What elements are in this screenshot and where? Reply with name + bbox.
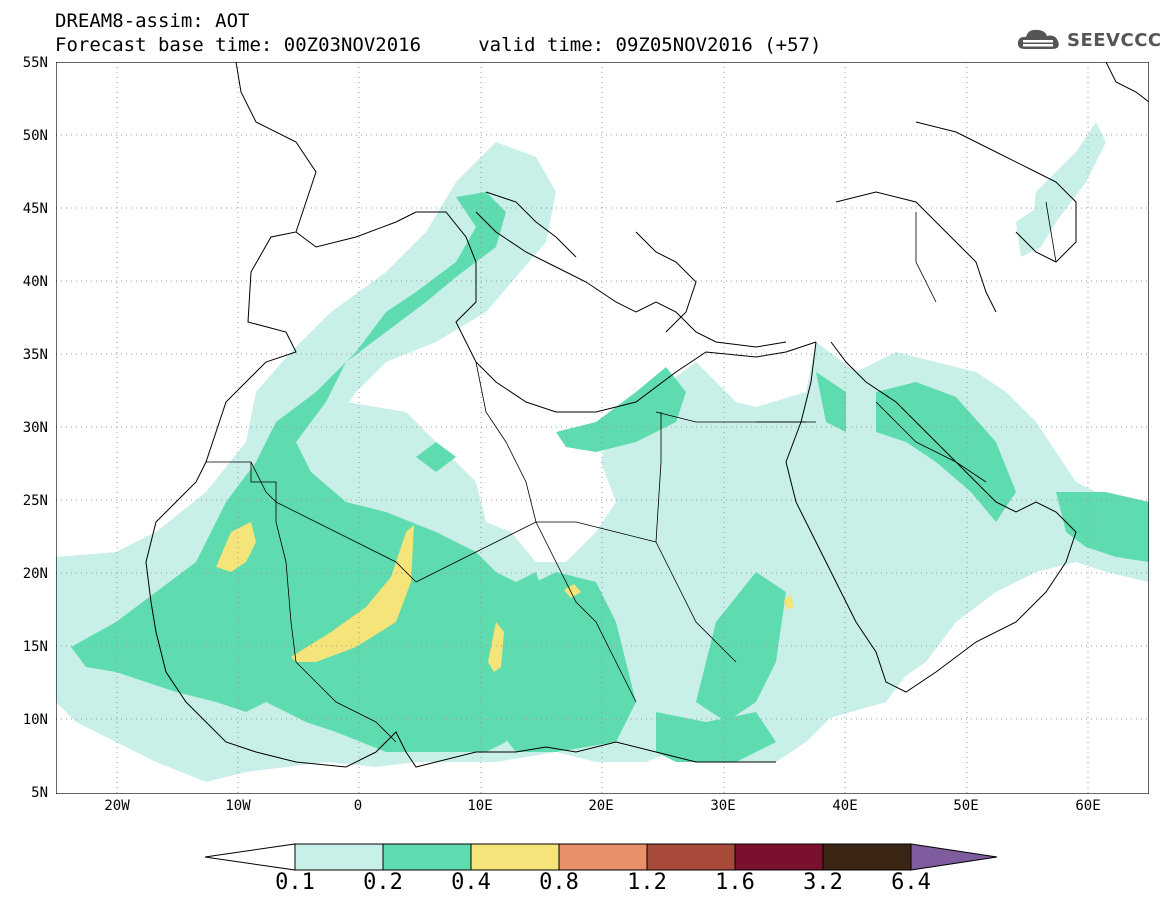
- lon-label: 30E: [710, 798, 736, 814]
- lon-label: 20E: [588, 798, 614, 814]
- colorbar-low-arrow: [205, 843, 296, 871]
- lon-label: 40E: [832, 798, 858, 814]
- colorbar-high-arrow: [910, 843, 998, 871]
- lat-label: 10N: [22, 712, 48, 728]
- lat-label: 55N: [22, 55, 48, 71]
- colorbar-label: 3.2: [803, 870, 843, 895]
- lat-label: 35N: [22, 347, 48, 363]
- colorbar-swatch: [558, 843, 648, 871]
- colorbar-swatch: [382, 843, 472, 871]
- lon-label: 60E: [1075, 798, 1101, 814]
- logo-text: SEEVCCC: [1067, 29, 1162, 51]
- colorbar-swatch: [822, 843, 912, 871]
- colorbar-label: 0.2: [363, 870, 403, 895]
- map-title: DREAM8-assim: AOT: [55, 10, 250, 32]
- colorbar-label: 6.4: [891, 870, 931, 895]
- lat-label: 45N: [22, 201, 48, 217]
- lon-label: 10W: [225, 798, 251, 814]
- colorbar-label: 1.2: [627, 870, 667, 895]
- aot-level-0.4: [216, 522, 794, 672]
- colorbar-label: 1.6: [715, 870, 755, 895]
- lat-label: 30N: [22, 420, 48, 436]
- lat-label: 5N: [31, 785, 48, 801]
- lon-label: 0: [353, 798, 363, 814]
- colorbar-label: 0.1: [275, 870, 315, 895]
- lat-label: 15N: [22, 639, 48, 655]
- aot-map: [56, 62, 1149, 794]
- colorbar: [205, 843, 998, 871]
- colorbar-label: 0.8: [539, 870, 579, 895]
- lat-label: 50N: [22, 128, 48, 144]
- lon-label: 10E: [467, 798, 493, 814]
- map-subtitle: Forecast base time: 00Z03NOV2016 valid t…: [55, 34, 822, 56]
- coastlines: [145, 62, 1149, 768]
- lat-label: 20N: [22, 566, 48, 582]
- lon-label: 20W: [104, 798, 130, 814]
- map-grid: [56, 62, 1149, 794]
- borders: [206, 201, 1057, 743]
- lon-label: 50E: [953, 798, 979, 814]
- lat-label: 40N: [22, 274, 48, 290]
- colorbar-swatch: [734, 843, 824, 871]
- colorbar-label: 0.4: [451, 870, 491, 895]
- colorbar-swatch: [294, 843, 384, 871]
- colorbar-swatch: [646, 843, 736, 871]
- seevccc-logo: SEEVCCC: [1015, 24, 1162, 56]
- cloud-icon: [1017, 29, 1059, 49]
- colorbar-swatch: [470, 843, 560, 871]
- lat-label: 25N: [22, 493, 48, 509]
